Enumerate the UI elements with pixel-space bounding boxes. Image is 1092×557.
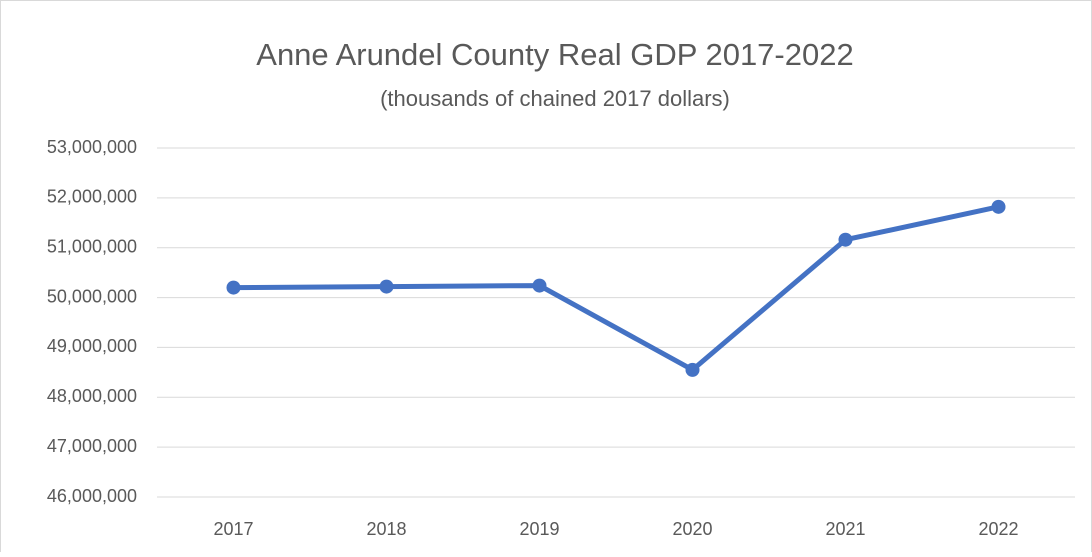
y-tick-label: 46,000,000 <box>47 486 137 506</box>
y-tick-label: 53,000,000 <box>47 137 137 157</box>
x-tick-label: 2020 <box>672 519 712 539</box>
x-tick-label: 2019 <box>519 519 559 539</box>
y-tick-label: 48,000,000 <box>47 386 137 406</box>
y-tick-label: 47,000,000 <box>47 436 137 456</box>
data-point <box>838 232 853 247</box>
data-point <box>226 280 241 295</box>
x-tick-label: 2017 <box>213 519 253 539</box>
data-point <box>991 199 1006 214</box>
chart-subtitle: (thousands of chained 2017 dollars) <box>380 86 730 111</box>
data-line <box>233 204 1000 373</box>
x-tick-label: 2021 <box>825 519 865 539</box>
data-point <box>379 279 394 294</box>
x-tick-label: 2022 <box>978 519 1018 539</box>
chart-title: Anne Arundel County Real GDP 2017-2022 <box>256 37 853 72</box>
x-tick-label: 2018 <box>366 519 406 539</box>
data-point <box>685 362 700 377</box>
data-point <box>532 278 547 293</box>
y-tick-label: 50,000,000 <box>47 286 137 306</box>
y-tick-label: 51,000,000 <box>47 236 137 256</box>
y-tick-label: 52,000,000 <box>47 187 137 207</box>
y-tick-label: 49,000,000 <box>47 336 137 356</box>
